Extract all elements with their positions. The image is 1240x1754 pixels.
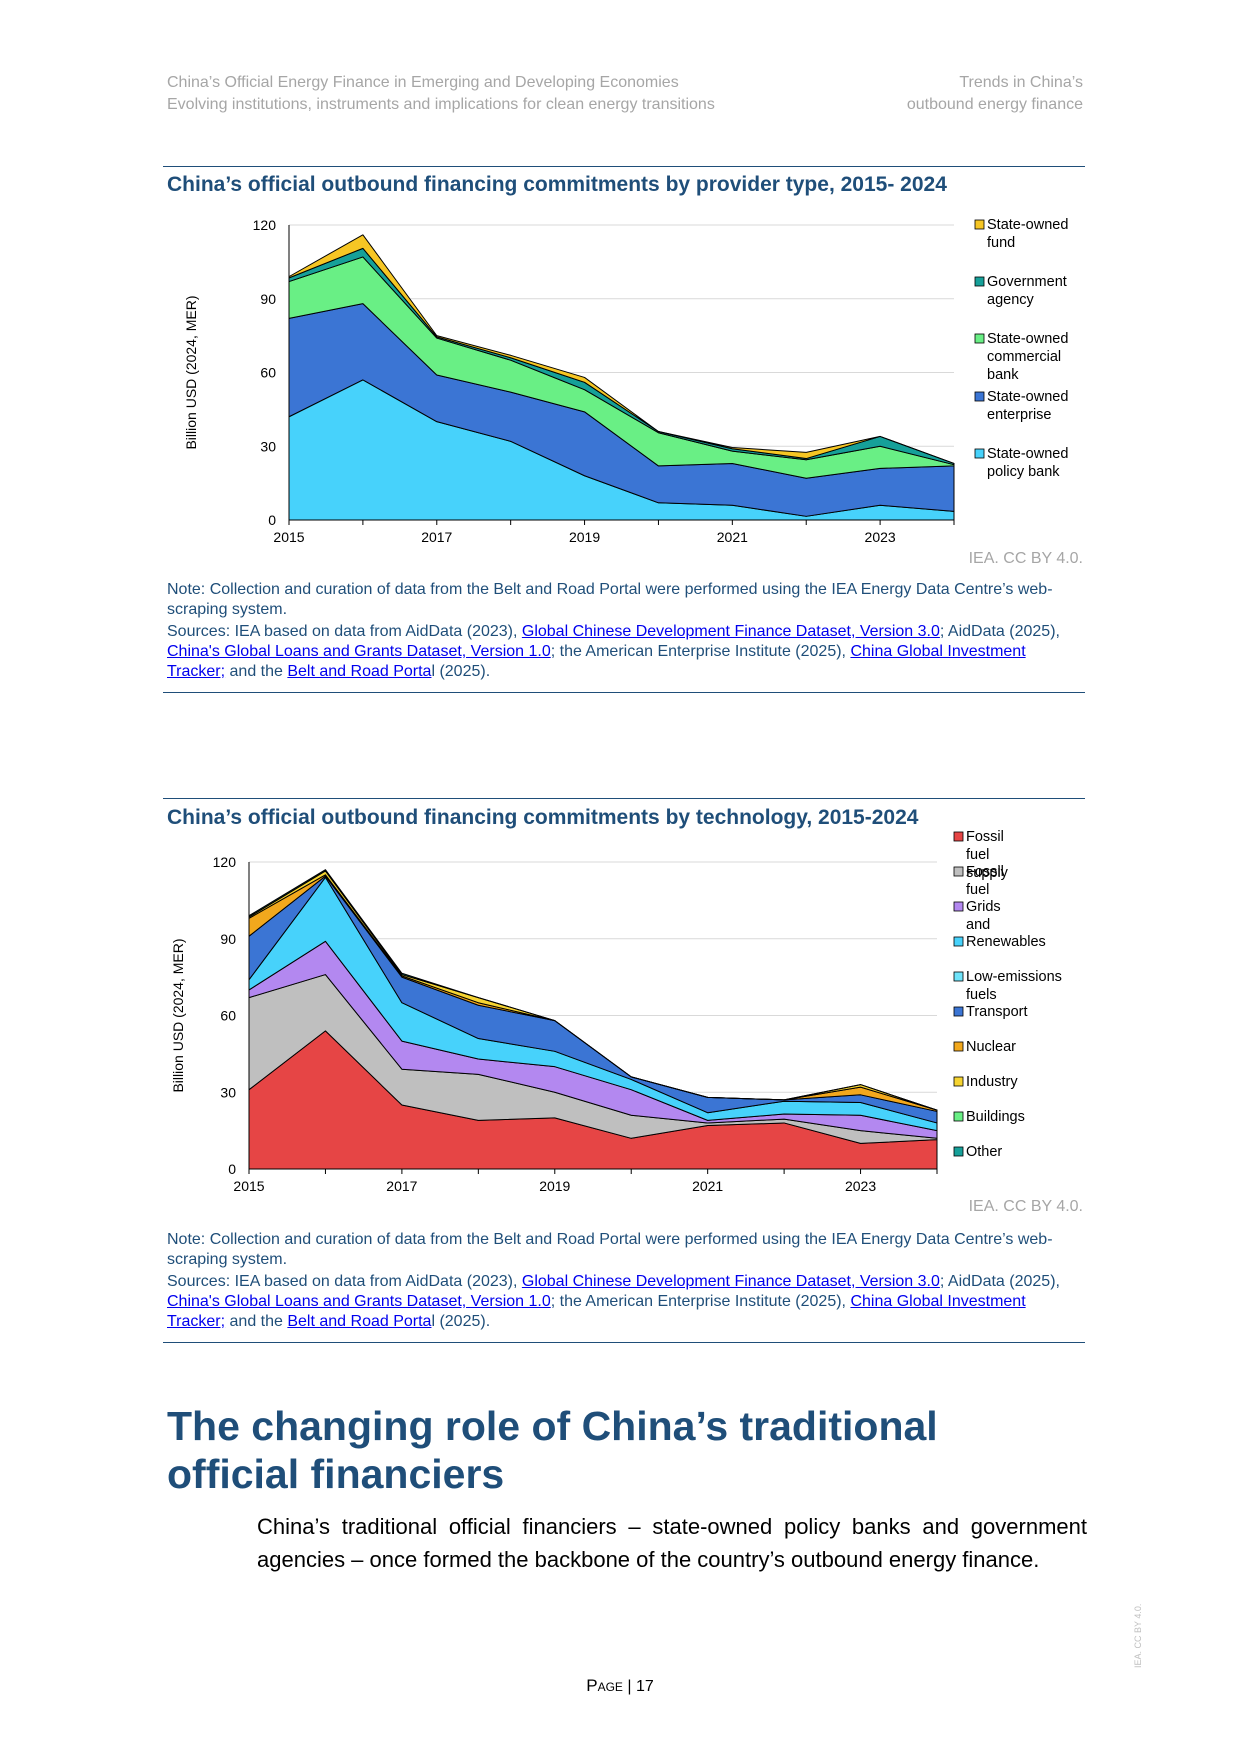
source-link-aiddata-gcdf[interactable]: Global Chinese Development Finance Datas… <box>521 623 940 640</box>
legend-swatch-low-emissions-fuels <box>953 971 964 982</box>
y-tick-label: 120 <box>253 217 277 233</box>
y-tick-label: 0 <box>268 512 276 528</box>
legend-swatch-nuclear-generation <box>953 1041 964 1052</box>
report-subtitle: Evolving institutions, instruments and i… <box>167 96 715 113</box>
legend-swatch-other <box>953 1146 964 1157</box>
y-tick-label: 90 <box>220 931 236 947</box>
legend-label-fossil-fuel-generation: Fossil fuel <box>966 864 1004 898</box>
legend-swatch-transport <box>953 1006 964 1017</box>
source-link-belt-road-portal[interactable]: Belt and Road Porta <box>287 663 432 680</box>
source-link-aiddata-loans[interactable]: China's Global Loans and Grants Dataset,… <box>167 1293 551 1310</box>
legend-label-other: Other <box>966 1144 1002 1160</box>
y-tick-label: 60 <box>220 1008 236 1024</box>
technology-chart: 0 30 60 90 120 2015 2017 2019 2021 2023 Billion US… <box>170 829 1062 1194</box>
y-axis-label: Billion USD (2024, MER) <box>183 295 199 449</box>
figure1-top-rule <box>163 166 1085 167</box>
legend-label-state-owned-commercial-bank: State-owned commercial bank <box>987 331 1068 383</box>
section-heading: The changing role of China’s traditional… <box>167 1403 938 1497</box>
legend-swatch-state-owned-enterprise <box>974 391 985 402</box>
chapter-title-line2: outbound energy finance <box>906 96 1083 113</box>
y-tick-label: 30 <box>260 438 276 454</box>
legend-label-fossil-fuel-supply: Fossil fuel supply <box>966 829 1009 881</box>
legend-swatch-renewables-generation <box>953 936 964 947</box>
source-link-cgit[interactable]: China Global Investment Tracker; <box>167 1293 1026 1330</box>
legend-swatch-government-agency <box>974 276 985 287</box>
x-tick-label: 2023 <box>865 529 896 545</box>
figure1-credit: IEA. CC BY 4.0. <box>968 550 1083 567</box>
legend-swatch-fossil-fuel-supply <box>953 831 964 842</box>
legend-label-transport: Transport <box>966 1004 1028 1020</box>
report-title: China’s Official Energy Finance in Emerg… <box>167 74 679 91</box>
chapter-title-line1: Trends in China’s <box>959 74 1083 91</box>
x-tick-label: 2019 <box>569 529 600 545</box>
provider-type-chart: 0 30 60 90 120 2015 2017 2019 2021 2023 Billion US… <box>183 217 1068 545</box>
x-tick-label: 2019 <box>539 1178 570 1194</box>
side-credit: IEA. CC BY 4.0. <box>1133 1603 1143 1668</box>
source-link-aiddata-loans[interactable]: China's Global Loans and Grants Dataset,… <box>167 643 551 660</box>
source-link-cgit[interactable]: China Global Investment Tracker; <box>167 643 1026 680</box>
page-number-value: 17 <box>635 1678 654 1695</box>
x-tick-label: 2021 <box>692 1178 723 1194</box>
legend-label-low-emissions-fuels: Low-emissions fuels <box>966 969 1062 1003</box>
source-link-aiddata-gcdf[interactable]: Global Chinese Development Finance Datas… <box>521 1273 940 1290</box>
legend-label-nuclear-generation: Nuclear <box>966 1039 1016 1055</box>
y-tick-label: 60 <box>260 365 276 381</box>
y-tick-label: 0 <box>228 1161 236 1177</box>
legend-label-state-owned-enterprise: State-owned enterprise <box>987 389 1068 423</box>
figure1-bottom-rule <box>163 692 1085 693</box>
sources-prefix: Sources: IEA based on data from AidData … <box>167 1273 522 1290</box>
y-axis-label: Billion USD (2024, MER) <box>170 938 186 1092</box>
legend-label-buildings: Buildings <box>966 1109 1025 1125</box>
x-tick-label: 2015 <box>233 1178 264 1194</box>
legend-label-grids-and-storage: Grids and <box>966 899 1001 933</box>
legend-swatch-industry <box>953 1076 964 1087</box>
source-link-belt-road-portal[interactable]: Belt and Road Porta <box>287 1313 432 1330</box>
sources-mid1: ; AidData (2025), <box>939 623 1060 640</box>
sources-mid1: ; AidData (2025), <box>939 1273 1060 1290</box>
x-tick-label: 2021 <box>717 529 748 545</box>
figure1-sources: Sources: IEA based on data from AidData … <box>167 622 1087 682</box>
y-tick-label: 90 <box>260 291 276 307</box>
sources-prefix: Sources: IEA based on data from AidData … <box>167 623 522 640</box>
legend-label-renewables-generation: Renewables <box>966 934 1046 950</box>
running-header-left: China’s Official Energy Finance in Emerg… <box>167 72 715 116</box>
x-tick-label: 2017 <box>421 529 452 545</box>
x-tick-label: 2015 <box>273 529 304 545</box>
x-tick-label: 2023 <box>845 1178 876 1194</box>
legend-label-government-agency: Government agency <box>987 274 1067 308</box>
section-lead-paragraph: China’s traditional official financiers … <box>257 1514 1087 1572</box>
y-tick-label: 30 <box>220 1084 236 1100</box>
legend-swatch-state-owned-policy-bank <box>974 448 985 459</box>
page-number: Page | 17 <box>0 1676 1240 1696</box>
figure2-note: Note: Collection and curation of data fr… <box>167 1231 1053 1268</box>
sources-mid2: ; the American Enterprise Institute (202… <box>550 643 851 660</box>
sources-mid2: ; the American Enterprise Institute (202… <box>550 1293 851 1310</box>
figure2-credit: IEA. CC BY 4.0. <box>968 1198 1083 1215</box>
page-separator: | <box>622 1678 636 1695</box>
legend-swatch-state-owned-commercial-bank <box>974 333 985 344</box>
legend-label-industry: Industry <box>966 1074 1018 1090</box>
page-word: Page <box>586 1676 623 1695</box>
figure2-top-rule <box>163 798 1085 799</box>
sources-mid3: and the <box>225 663 288 680</box>
y-tick-label: 120 <box>213 854 237 870</box>
area-series-state-owned-fund <box>288 234 955 464</box>
sources-suffix: l (2025). <box>431 1313 491 1330</box>
legend-swatch-fossil-fuel-generation <box>953 866 964 877</box>
figure1-note: Note: Collection and curation of data fr… <box>167 581 1053 618</box>
sources-suffix: l (2025). <box>431 663 491 680</box>
legend-label-state-owned-fund: State-owned fund <box>987 217 1068 251</box>
legend-swatch-state-owned-fund <box>974 219 985 230</box>
figure1-title: China’s official outbound financing comm… <box>167 173 947 196</box>
figure2-bottom-rule <box>163 1342 1085 1343</box>
running-header-right: Trends in China’s outbound energy financ… <box>907 72 1083 116</box>
figure2-title: China’s official outbound financing comm… <box>167 806 919 829</box>
area-series-other <box>248 869 938 1111</box>
figure2-sources: Sources: IEA based on data from AidData … <box>167 1272 1087 1332</box>
sources-mid3: and the <box>225 1313 288 1330</box>
legend-swatch-buildings <box>953 1111 964 1122</box>
legend-swatch-grids-and-storage <box>953 901 964 912</box>
legend-label-state-owned-policy-bank: State-owned policy bank <box>987 446 1068 480</box>
x-tick-label: 2017 <box>386 1178 417 1194</box>
